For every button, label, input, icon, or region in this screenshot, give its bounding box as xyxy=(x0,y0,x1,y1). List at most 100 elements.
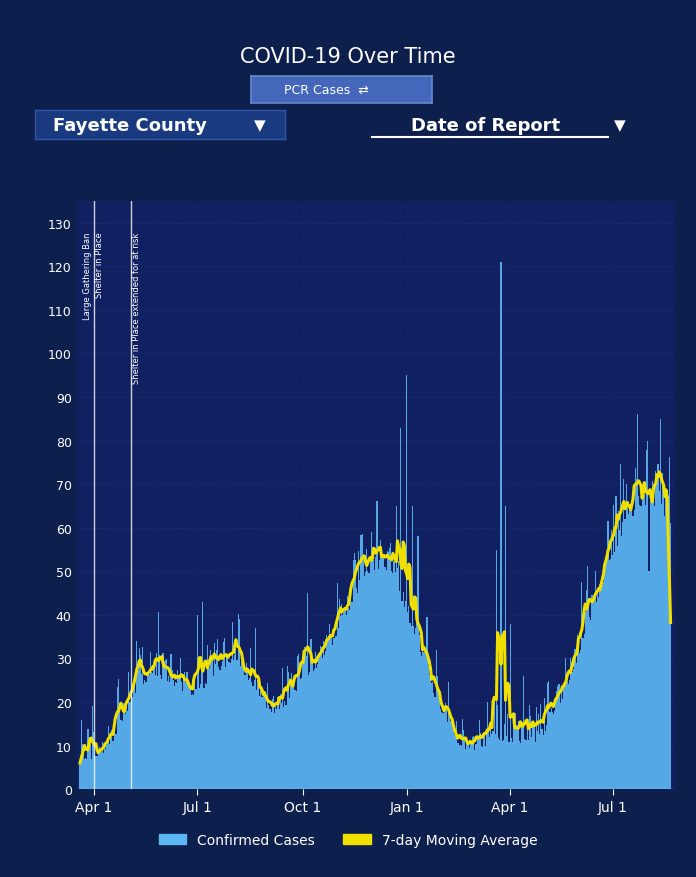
Bar xyxy=(110,735,111,789)
Bar xyxy=(475,744,477,789)
Bar xyxy=(445,703,446,789)
Bar xyxy=(569,681,570,789)
Bar xyxy=(624,519,626,789)
Bar xyxy=(199,688,200,789)
Bar xyxy=(215,665,216,789)
Bar xyxy=(161,679,162,789)
Bar xyxy=(343,610,345,789)
Bar xyxy=(124,709,125,789)
Bar xyxy=(497,706,498,789)
Bar xyxy=(159,656,160,789)
Bar xyxy=(660,419,661,789)
Bar xyxy=(137,670,139,789)
Bar xyxy=(312,659,313,789)
Bar xyxy=(317,664,318,789)
Bar xyxy=(397,568,398,789)
Bar xyxy=(381,552,382,789)
Bar xyxy=(81,745,83,789)
Bar xyxy=(371,532,372,789)
Bar xyxy=(427,667,429,789)
Bar xyxy=(456,721,457,789)
Bar xyxy=(111,730,113,789)
Bar xyxy=(533,723,535,789)
Bar xyxy=(267,683,268,789)
Bar xyxy=(150,652,151,789)
Bar xyxy=(506,736,507,789)
Bar xyxy=(235,648,237,789)
Bar xyxy=(174,687,175,789)
Bar xyxy=(579,653,580,789)
Bar xyxy=(285,705,287,789)
Bar xyxy=(617,511,619,789)
Bar xyxy=(413,626,414,789)
Bar xyxy=(283,707,284,789)
Bar xyxy=(398,561,400,789)
Bar xyxy=(333,638,334,789)
Bar xyxy=(109,744,110,789)
Bar xyxy=(452,729,454,789)
Bar xyxy=(250,649,251,789)
Bar xyxy=(561,692,562,789)
Bar xyxy=(256,690,257,789)
Bar xyxy=(102,742,103,789)
Bar xyxy=(147,676,148,789)
Bar xyxy=(101,752,102,789)
Bar xyxy=(139,648,140,789)
Bar xyxy=(595,571,596,789)
Bar xyxy=(350,592,351,789)
Bar xyxy=(514,730,515,789)
Bar xyxy=(97,753,99,789)
Bar xyxy=(631,506,633,789)
Bar xyxy=(479,720,480,789)
Bar xyxy=(136,641,137,789)
Bar xyxy=(126,703,127,789)
Bar xyxy=(418,636,420,789)
Bar xyxy=(99,747,100,789)
Bar xyxy=(523,676,524,789)
Bar xyxy=(233,660,234,789)
Bar xyxy=(585,613,586,789)
Bar xyxy=(120,720,122,789)
Bar xyxy=(303,647,305,789)
Bar xyxy=(586,590,587,789)
Bar xyxy=(175,682,176,789)
Bar xyxy=(461,718,463,789)
Bar xyxy=(280,703,282,789)
Bar xyxy=(282,668,283,789)
Bar xyxy=(512,742,513,789)
Bar xyxy=(326,635,328,789)
Bar xyxy=(384,567,386,789)
Bar xyxy=(562,699,563,789)
Bar xyxy=(307,594,308,789)
Bar xyxy=(189,684,190,789)
Bar xyxy=(524,738,525,789)
Bar xyxy=(306,656,307,789)
Bar xyxy=(300,680,301,789)
Bar xyxy=(212,676,214,789)
Bar xyxy=(315,652,316,789)
Bar xyxy=(93,732,94,789)
Bar xyxy=(103,753,104,789)
Bar xyxy=(669,458,670,789)
Bar xyxy=(529,706,530,789)
Bar xyxy=(255,628,256,789)
Bar xyxy=(395,572,396,789)
Bar xyxy=(291,674,292,789)
Bar xyxy=(590,620,592,789)
Bar xyxy=(368,574,370,789)
Bar xyxy=(329,624,330,789)
Bar xyxy=(274,714,275,789)
Bar xyxy=(415,629,416,789)
Bar xyxy=(370,563,371,789)
Bar xyxy=(468,748,470,789)
Bar xyxy=(149,675,150,789)
Bar xyxy=(209,667,210,789)
Bar xyxy=(611,531,612,789)
Bar xyxy=(480,733,481,789)
Bar xyxy=(104,749,106,789)
Bar xyxy=(259,696,260,789)
Bar xyxy=(271,700,273,789)
Bar xyxy=(504,724,505,789)
Bar xyxy=(88,745,90,789)
Bar xyxy=(628,515,629,789)
